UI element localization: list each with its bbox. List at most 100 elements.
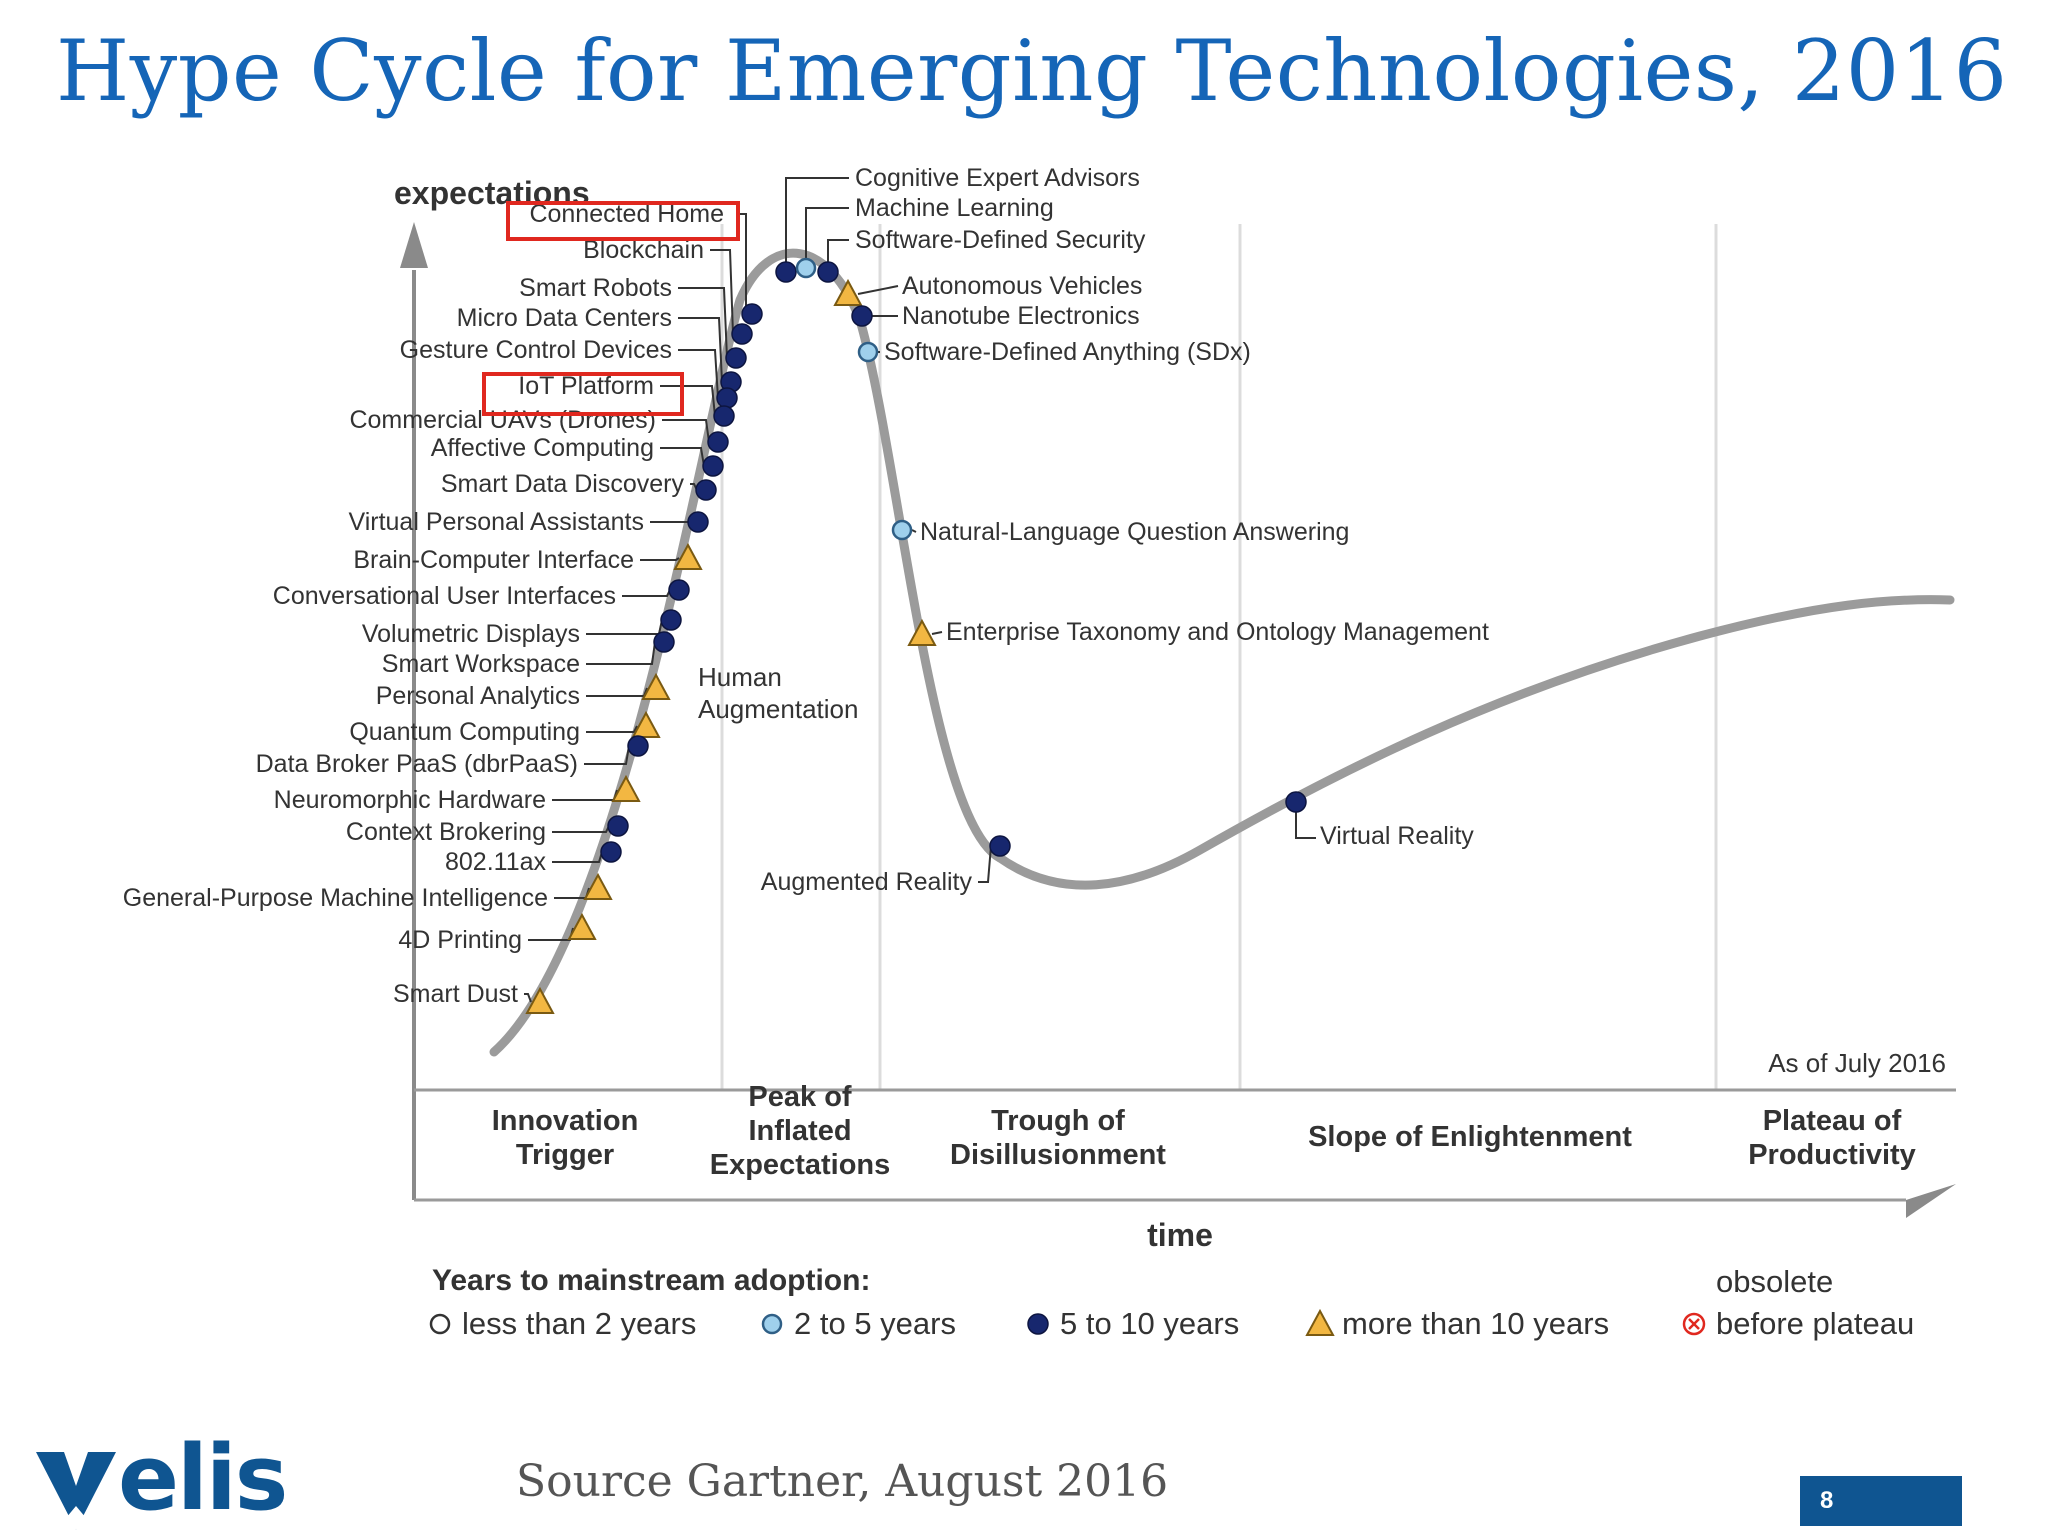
label-affective-computing: Affective Computing (431, 434, 654, 462)
leader-smart-robots (678, 287, 728, 359)
slide-title: Hype Cycle for Emerging Technologies, 20… (56, 22, 2008, 120)
legend-items: less than 2 years 2 to 5 years 5 to 10 yea… (429, 1264, 1914, 1341)
leader-machine-learning (805, 207, 849, 260)
leader-enterprise-taxonomy-and-ontology-management (931, 631, 943, 635)
marker-personal-analytics (641, 672, 671, 700)
label-virtual-personal-assistants: Virtual Personal Assistants (348, 508, 644, 536)
label-natural-language-question-answering: Natural-Language Question Answering (920, 518, 1349, 546)
phase-2-line-2: Inflated (748, 1115, 851, 1147)
legend-label-more-than-10-years: more than 10 years (1342, 1306, 1609, 1341)
marker-iot-platform (713, 405, 735, 427)
marker-smart-dust (525, 986, 555, 1014)
label-enterprise-taxonomy-and-ontology-management: Enterprise Taxonomy and Ontology Managem… (946, 618, 1489, 646)
phase-5-line-2: Productivity (1748, 1139, 1916, 1171)
marker-volumetric-displays (660, 609, 682, 631)
label-data-broker-paas-dbrpaas: Data Broker PaaS (dbrPaaS) (256, 750, 578, 778)
brand-logo-mark (36, 1452, 116, 1530)
leader-virtual-reality (1295, 810, 1316, 839)
legend-label-less-than-2-years: less than 2 years (462, 1306, 696, 1341)
x-axis-label: time (1147, 1217, 1213, 1253)
marker-smart-robots (725, 347, 747, 369)
leader-smart-workspace (586, 641, 656, 665)
legend-label-top-obsolete: obsolete (1716, 1264, 1833, 1299)
leader-personal-analytics (586, 687, 648, 697)
phase-3-line-1: Trough of (991, 1105, 1125, 1137)
marker-gesture-control-devices (716, 387, 738, 409)
leader-smart-dust (524, 993, 532, 1003)
leader-software-defined-security (827, 239, 849, 264)
leader-volumetric-displays (586, 619, 663, 635)
legend: Years to mainstream adoption: less than … (429, 1264, 1914, 1341)
marker-4d-printing (567, 912, 597, 940)
label-802-11ax: 802.11ax (445, 848, 547, 876)
label-autonomous-vehicles: Autonomous Vehicles (902, 272, 1142, 300)
marker-blockchain (731, 323, 753, 345)
label-smart-data-discovery: Smart Data Discovery (441, 470, 685, 498)
label-software-defined-anything-sdx: Software-Defined Anything (SDx) (884, 338, 1251, 366)
marker-neuromorphic-hardware (611, 774, 641, 802)
phase-3-line-2: Disillusionment (950, 1139, 1166, 1171)
label-context-brokering: Context Brokering (346, 818, 546, 846)
label-smart-workspace: Smart Workspace (382, 650, 580, 678)
leader-augmented-reality (978, 845, 992, 883)
label-neuromorphic-hardware: Neuromorphic Hardware (274, 786, 546, 814)
hype-curve (489, 248, 1955, 1057)
leader-affective-computing (660, 447, 705, 467)
legend-marker-2-to-5-years (761, 1313, 783, 1335)
marker-software-defined-anything-sdx (857, 341, 879, 363)
label-commercial-uavs-drones: Commercial UAVs (Drones) (349, 406, 656, 434)
marker-augmented-reality (989, 835, 1011, 857)
legend-marker-5-to-10-years (1027, 1313, 1049, 1335)
marker-cognitive-expert-advisors (775, 261, 797, 283)
marker-context-brokering (607, 815, 629, 837)
label-virtual-reality: Virtual Reality (1320, 822, 1474, 850)
highlight-iot-platform (482, 372, 684, 416)
marker-quantum-computing (631, 710, 661, 738)
phase-1-line-1: Innovation (492, 1105, 639, 1137)
markers (525, 257, 1307, 1014)
leader-commercial-uavs-drones (662, 419, 710, 443)
y-axis-arrowhead (400, 222, 428, 268)
marker-conversational-user-interfaces (668, 579, 690, 601)
human-augmentation-label: Human Augmentation (698, 662, 858, 724)
label-personal-analytics: Personal Analytics (376, 682, 580, 710)
page-number: 8 (1800, 1476, 1962, 1526)
label-brain-computer-interface: Brain-Computer Interface (353, 546, 634, 574)
legend-label-5-to-10-years: 5 to 10 years (1060, 1306, 1239, 1341)
brand-logo-text: elis (118, 1426, 288, 1531)
marker-data-broker-paas-dbrpaas (627, 735, 649, 757)
leader-iot-platform (660, 385, 716, 417)
legend-title: Years to mainstream adoption: (432, 1264, 870, 1297)
label-software-defined-security: Software-Defined Security (855, 226, 1146, 254)
legend-label-before-plateau: before plateau (1716, 1306, 1914, 1341)
leader-context-brokering (552, 825, 610, 833)
marker-natural-language-question-answering (891, 519, 913, 541)
highlight-boxes (482, 201, 740, 416)
label-volumetric-displays: Volumetric Displays (362, 620, 580, 648)
as-of-label: As of July 2016 (1768, 1048, 1946, 1078)
source-note: Source Gartner, August 2016 (516, 1456, 1169, 1507)
leader-blockchain (710, 249, 734, 335)
label-smart-robots: Smart Robots (519, 274, 672, 302)
leader-gesture-control-devices (678, 349, 719, 399)
label-micro-data-centers: Micro Data Centers (457, 304, 672, 332)
highlight-connected-home (506, 201, 740, 241)
leader-quantum-computing (586, 725, 638, 733)
leader-neuromorphic-hardware (552, 789, 618, 801)
label-iot-platform: IoT Platform (518, 372, 654, 400)
label-smart-dust: Smart Dust (393, 980, 518, 1008)
marker-connected-home (741, 303, 763, 325)
marker-smart-workspace (653, 631, 675, 653)
label-cognitive-expert-advisors: Cognitive Expert Advisors (855, 164, 1140, 192)
leader-autonomous-vehicles (857, 285, 899, 295)
marker-smart-data-discovery (695, 479, 717, 501)
leader-conversational-user-interfaces (622, 589, 671, 597)
leader-data-broker-paas-dbrpaas (584, 745, 630, 765)
marker-general-purpose-machine-intelligence (583, 872, 613, 900)
phase-2-line-1: Peak of (748, 1081, 851, 1113)
marker-nanotube-electronics (851, 305, 873, 327)
